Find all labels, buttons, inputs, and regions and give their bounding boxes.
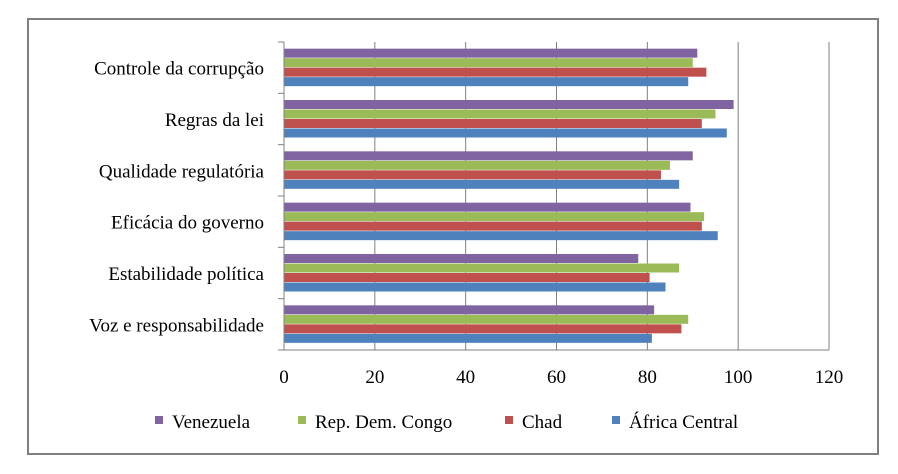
x-tick-label: 80 — [638, 367, 657, 388]
axes-layer — [278, 41, 829, 351]
bar — [284, 324, 682, 334]
category-labels: Voz e responsabilidade Estabilidade polít… — [89, 59, 264, 337]
bar — [284, 212, 705, 222]
bar — [284, 109, 716, 119]
category-label: Estabilidade política — [108, 264, 264, 285]
bar — [284, 48, 698, 58]
x-tick-label: 100 — [724, 367, 753, 388]
bar — [284, 273, 650, 282]
category-label: Eficácia do governo — [111, 213, 264, 234]
x-tick-label: 120 — [815, 367, 844, 388]
bar — [284, 128, 727, 138]
legend-swatch — [155, 416, 163, 424]
bar — [284, 254, 639, 263]
x-tick-label: 20 — [365, 367, 384, 388]
bar — [284, 333, 652, 343]
bar — [284, 179, 680, 189]
legend-label: Venezuela — [172, 412, 251, 433]
legend-swatch — [612, 416, 620, 424]
bar — [284, 305, 655, 315]
x-tick-label: 40 — [456, 367, 475, 388]
legend-label: África Central — [629, 411, 738, 433]
tick-labels: 0 20 40 60 80 100 120 — [279, 367, 843, 388]
category-label: Controle da corrupção — [94, 59, 264, 80]
gridlines — [374, 42, 830, 350]
bars-layer — [284, 48, 734, 343]
legend-swatch — [298, 416, 306, 424]
bar — [284, 58, 693, 68]
bar — [284, 160, 671, 170]
legend-swatch — [505, 416, 513, 424]
legend-label: Rep. Dem. Congo — [315, 412, 452, 433]
legend-label: Chad — [522, 412, 563, 433]
category-label: Qualidade regulatória — [99, 161, 265, 182]
bar — [284, 170, 661, 180]
bar — [284, 119, 702, 128]
x-tick-label: 0 — [279, 367, 289, 388]
bar — [284, 67, 707, 77]
bar — [284, 221, 702, 231]
category-label: Regras da lei — [165, 110, 264, 131]
bar — [284, 282, 666, 292]
bar — [284, 77, 689, 87]
category-label: Voz e responsabilidade — [89, 315, 264, 336]
bar — [284, 202, 691, 212]
x-tick-label: 60 — [547, 367, 566, 388]
bar — [284, 151, 693, 161]
bar — [284, 100, 734, 109]
bar — [284, 263, 680, 273]
bar — [284, 231, 718, 241]
bar — [284, 314, 689, 324]
legend: Venezuela Rep. Dem. Congo Chad África Centr… — [155, 411, 738, 433]
